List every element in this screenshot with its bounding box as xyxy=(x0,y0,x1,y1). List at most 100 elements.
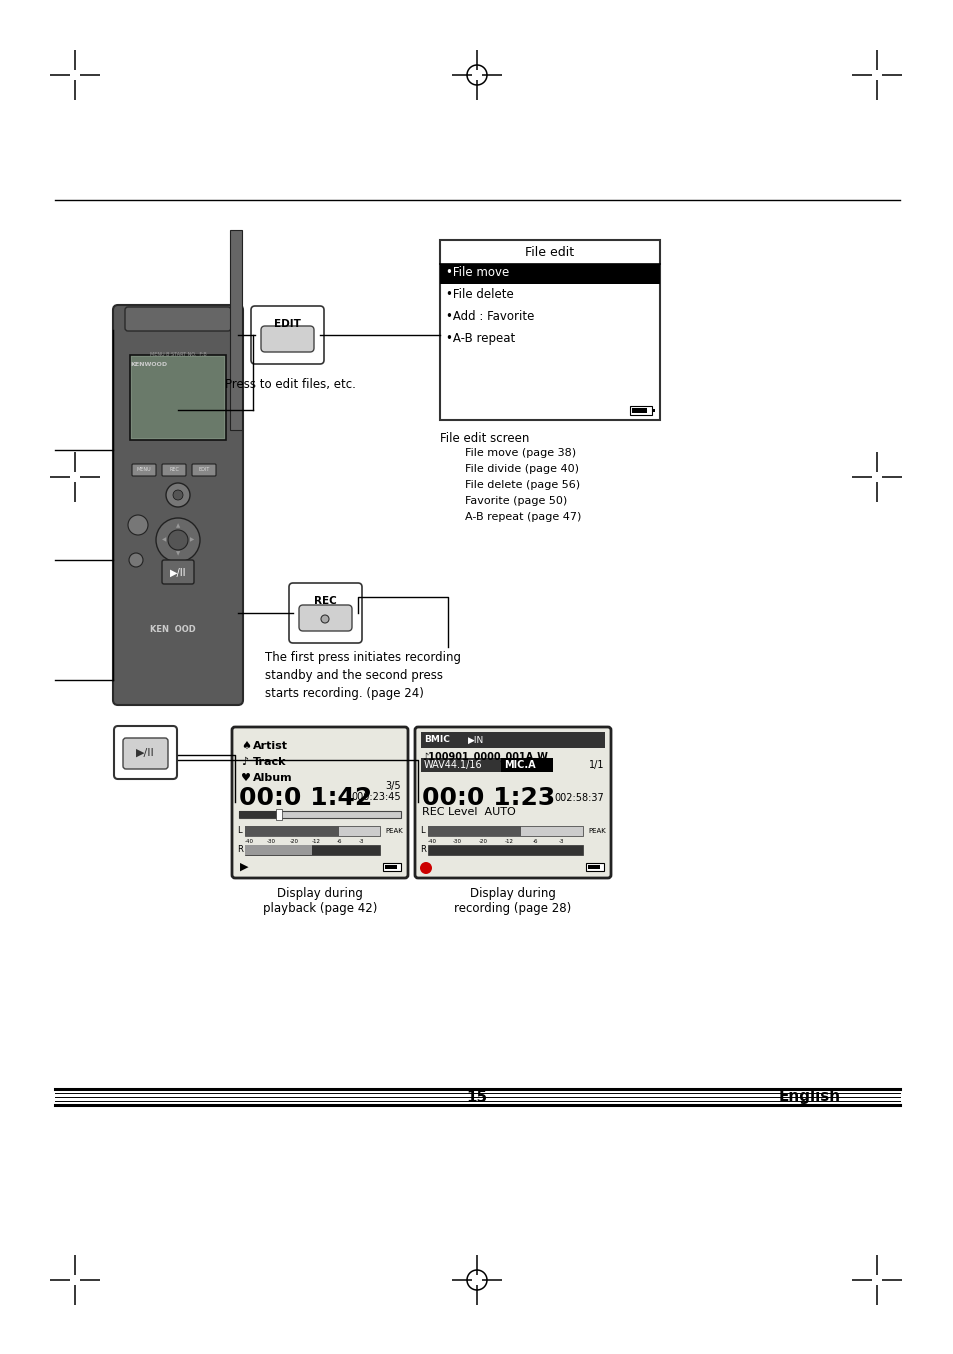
Text: ▶: ▶ xyxy=(240,862,248,872)
Bar xyxy=(420,733,604,747)
Text: •Add : Favorite: •Add : Favorite xyxy=(446,310,534,324)
Bar xyxy=(239,811,279,818)
FancyBboxPatch shape xyxy=(261,326,314,352)
Text: ▶/II: ▶/II xyxy=(135,747,154,758)
FancyBboxPatch shape xyxy=(289,584,361,643)
Text: ▶IN: ▶IN xyxy=(468,735,484,745)
Text: 000:23:45: 000:23:45 xyxy=(351,792,400,802)
Text: •File delete: •File delete xyxy=(446,288,514,302)
Bar xyxy=(245,826,379,835)
Text: ▶/II: ▶/II xyxy=(170,567,186,578)
Bar xyxy=(230,230,242,431)
Bar xyxy=(651,409,655,412)
FancyBboxPatch shape xyxy=(132,464,156,477)
FancyBboxPatch shape xyxy=(298,605,352,631)
Text: L: L xyxy=(419,826,424,835)
Bar xyxy=(276,808,282,821)
Circle shape xyxy=(166,483,190,506)
Circle shape xyxy=(129,552,143,567)
Text: standby and the second press: standby and the second press xyxy=(265,669,442,682)
Text: BMIC: BMIC xyxy=(423,735,450,745)
Text: EDIT: EDIT xyxy=(274,320,300,329)
Bar xyxy=(245,826,339,835)
Text: The first press initiates recording: The first press initiates recording xyxy=(265,651,460,663)
Text: -30: -30 xyxy=(452,839,461,845)
Bar xyxy=(239,811,400,818)
Text: Display during: Display during xyxy=(470,887,556,900)
Text: -30: -30 xyxy=(266,839,275,845)
Text: •File move: •File move xyxy=(446,267,509,279)
Text: 1/1: 1/1 xyxy=(588,760,603,770)
Text: Album: Album xyxy=(253,773,293,783)
FancyBboxPatch shape xyxy=(112,305,243,705)
Bar xyxy=(500,758,553,772)
Text: -20: -20 xyxy=(478,839,487,845)
Bar xyxy=(245,845,379,854)
Text: -40: -40 xyxy=(244,839,253,845)
Text: ▲: ▲ xyxy=(175,524,180,528)
Text: PEAK: PEAK xyxy=(385,829,402,834)
Text: -12: -12 xyxy=(312,839,320,845)
Text: 3/5: 3/5 xyxy=(385,781,400,791)
Text: -6: -6 xyxy=(335,839,341,845)
Text: ▼: ▼ xyxy=(175,551,180,556)
Bar xyxy=(385,865,396,869)
Text: L: L xyxy=(236,826,241,835)
Bar xyxy=(382,862,400,871)
Text: File delete (page 56): File delete (page 56) xyxy=(464,481,579,490)
Text: Display during: Display during xyxy=(276,887,362,900)
Text: PEAK: PEAK xyxy=(587,829,605,834)
Text: 002:58:37: 002:58:37 xyxy=(554,793,603,803)
Circle shape xyxy=(168,529,188,550)
FancyBboxPatch shape xyxy=(251,306,324,364)
Bar xyxy=(132,357,224,437)
Circle shape xyxy=(320,615,329,623)
FancyBboxPatch shape xyxy=(415,727,610,877)
Circle shape xyxy=(156,519,200,562)
Text: Press to edit files, etc.: Press to edit files, etc. xyxy=(225,379,355,391)
Bar xyxy=(631,408,646,413)
Text: MIC.A: MIC.A xyxy=(503,760,535,770)
FancyBboxPatch shape xyxy=(192,464,215,477)
Bar xyxy=(439,240,659,420)
Text: -3: -3 xyxy=(558,839,563,845)
Text: REC Level  AUTO: REC Level AUTO xyxy=(421,807,516,816)
Text: WAV44.1/16: WAV44.1/16 xyxy=(423,760,482,770)
Circle shape xyxy=(128,515,148,535)
Text: •A-B repeat: •A-B repeat xyxy=(446,333,515,345)
Text: A-B repeat (page 47): A-B repeat (page 47) xyxy=(464,512,580,523)
Text: 15: 15 xyxy=(466,1090,487,1105)
Text: Artist: Artist xyxy=(253,741,288,751)
Text: R: R xyxy=(419,845,425,854)
Bar xyxy=(629,406,651,414)
Text: -6: -6 xyxy=(532,839,537,845)
Bar xyxy=(585,862,603,871)
Text: starts recording. (page 24): starts recording. (page 24) xyxy=(265,686,423,700)
Text: KENWOOD: KENWOOD xyxy=(130,363,167,367)
Text: -3: -3 xyxy=(358,839,363,845)
Bar xyxy=(428,845,582,854)
Text: Favorite (page 50): Favorite (page 50) xyxy=(464,496,567,506)
Text: English: English xyxy=(778,1090,841,1105)
Text: 00:0 1:23: 00:0 1:23 xyxy=(421,787,555,810)
Bar xyxy=(439,264,659,284)
FancyBboxPatch shape xyxy=(232,727,408,877)
Text: -40: -40 xyxy=(427,839,436,845)
Text: File move (page 38): File move (page 38) xyxy=(464,448,576,458)
Text: playback (page 42): playback (page 42) xyxy=(262,902,376,915)
Text: File edit: File edit xyxy=(525,246,574,260)
FancyBboxPatch shape xyxy=(113,726,177,779)
FancyBboxPatch shape xyxy=(123,738,168,769)
Bar xyxy=(420,758,500,772)
Text: -12: -12 xyxy=(504,839,513,845)
Text: Track: Track xyxy=(253,757,286,766)
Bar xyxy=(587,865,599,869)
FancyBboxPatch shape xyxy=(125,307,231,330)
Text: ♥: ♥ xyxy=(241,773,251,783)
Text: EDIT: EDIT xyxy=(198,467,210,473)
FancyBboxPatch shape xyxy=(162,464,186,477)
Text: -20: -20 xyxy=(289,839,298,845)
FancyBboxPatch shape xyxy=(162,561,193,584)
Text: KEN  OOD: KEN OOD xyxy=(150,626,195,635)
Bar xyxy=(428,826,582,835)
